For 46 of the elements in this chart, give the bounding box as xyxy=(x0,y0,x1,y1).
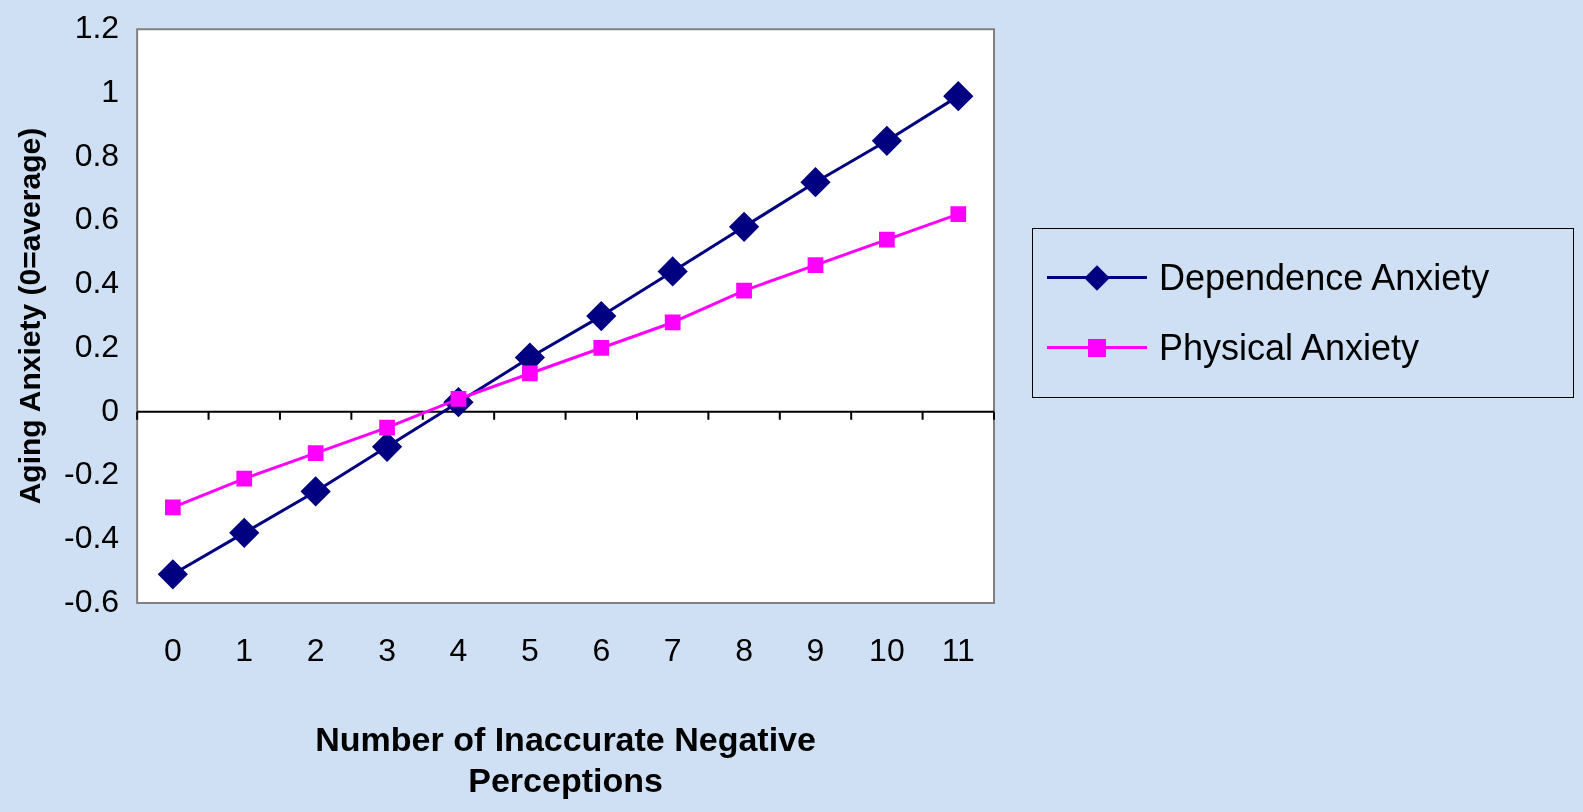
point xyxy=(164,499,181,516)
x-tick-label: 5 xyxy=(520,632,539,669)
point xyxy=(664,314,681,331)
point xyxy=(950,206,967,222)
x-tick-label: 3 xyxy=(378,632,396,669)
point xyxy=(522,365,538,382)
point xyxy=(943,81,973,111)
point xyxy=(658,256,688,286)
y-tick-label: 1 xyxy=(101,72,120,109)
y-tick-label: 0.2 xyxy=(74,327,120,364)
point xyxy=(236,470,253,487)
point xyxy=(379,419,395,436)
y-tick-label: 0.8 xyxy=(74,136,120,173)
x-tick-label: 2 xyxy=(306,632,325,669)
point xyxy=(872,126,902,156)
point xyxy=(729,212,759,242)
x-tick-label: 6 xyxy=(592,632,611,669)
point xyxy=(800,167,830,197)
point xyxy=(807,257,824,273)
x-tick-label: 9 xyxy=(806,632,825,669)
y-tick-label: -0.6 xyxy=(64,582,120,619)
y-tick-label: 0 xyxy=(101,391,120,428)
y-tick-label: 1.2 xyxy=(74,9,120,46)
x-tick-label: 0 xyxy=(163,632,182,669)
x-tick-label: 1 xyxy=(235,632,254,669)
x-tick-label: 7 xyxy=(663,632,682,669)
x-tick-label: 4 xyxy=(449,632,468,669)
y-tick-label: 0.6 xyxy=(74,200,120,237)
legend-label: Dependence Anxiety xyxy=(1159,257,1490,299)
y-tick-label: -0.4 xyxy=(64,519,120,556)
y-tick-label: -0.2 xyxy=(64,455,120,492)
x-tick-label: 8 xyxy=(735,632,753,669)
x-axis-title: Number of Inaccurate Negative Perceptions xyxy=(315,720,816,799)
point xyxy=(158,559,188,589)
point xyxy=(879,231,895,248)
x-tick-label: 10 xyxy=(869,632,905,669)
point xyxy=(586,301,616,331)
point xyxy=(301,476,331,506)
x-tick-label: 11 xyxy=(941,632,975,669)
point xyxy=(593,340,610,356)
point xyxy=(229,518,259,548)
point xyxy=(307,445,324,462)
point xyxy=(736,282,752,299)
y-tick-label: 0.4 xyxy=(74,264,120,301)
y-axis-title: Aging Anxiety (0=average) xyxy=(13,127,47,505)
legend-label: Physical Anxiety xyxy=(1159,327,1420,369)
